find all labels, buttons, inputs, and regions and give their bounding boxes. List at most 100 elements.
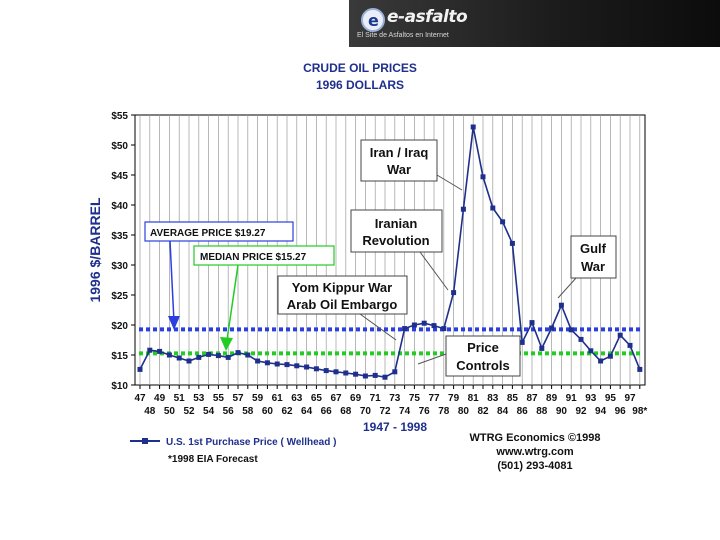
y-tick-label: $10 — [111, 381, 128, 392]
x-tick-label: 63 — [291, 393, 303, 404]
x-tick-label: 83 — [487, 393, 499, 404]
x-tick-label: 55 — [213, 393, 225, 404]
price-data-point — [382, 374, 388, 380]
x-tick-label: 68 — [340, 406, 352, 417]
x-tick-label: 57 — [232, 393, 244, 404]
x-tick-label: 70 — [360, 406, 372, 417]
logo-tagline: El Site de Asfaltos en Internet — [357, 32, 449, 39]
price-data-point — [519, 339, 525, 345]
x-tick-label: 81 — [468, 393, 480, 404]
x-tick-label: 80 — [458, 406, 470, 417]
x-tick-label: 58 — [242, 406, 254, 417]
forecast-footnote: *1998 EIA Forecast — [168, 454, 258, 465]
price-data-point — [392, 369, 398, 375]
x-tick-label: 79 — [448, 393, 460, 404]
price-data-point — [470, 124, 476, 130]
y-axis-label: 1996 $/BARREL — [87, 197, 103, 302]
price-series-line — [139, 126, 641, 379]
site-logo-banner[interactable]: e e-asfalto El Site de Asfaltos en Inter… — [349, 0, 720, 47]
price-data-point — [343, 370, 349, 376]
x-tick-label: 96 — [615, 406, 627, 417]
y-tick-label: $45 — [111, 171, 128, 182]
x-tick-label: 92 — [575, 406, 587, 417]
y-tick-label: $55 — [111, 111, 128, 122]
x-tick-label: 64 — [301, 406, 313, 417]
price-data-point — [284, 362, 290, 368]
average-price-label: AVERAGE PRICE $19.27 — [150, 228, 266, 239]
chart-title: CRUDE OIL PRICES — [303, 61, 417, 75]
price-data-point — [362, 373, 368, 379]
x-tick-label: 82 — [477, 406, 489, 417]
price-data-point — [509, 240, 515, 246]
price-data-point — [627, 342, 633, 348]
chart-legend: U.S. 1st Purchase Price ( Wellhead ) *19… — [130, 437, 336, 465]
price-data-point — [568, 327, 574, 333]
x-tick-label: 65 — [311, 393, 323, 404]
y-tick-label: $30 — [111, 261, 128, 272]
price-data-point — [607, 353, 613, 359]
price-data-point — [549, 325, 555, 331]
price-data-point — [186, 358, 192, 364]
price-data-point — [637, 366, 643, 372]
x-tick-label: 77 — [428, 393, 440, 404]
price-data-point — [333, 369, 339, 375]
x-tick-label: 62 — [281, 406, 293, 417]
x-tick-label: 69 — [350, 393, 362, 404]
svg-text:Controls: Controls — [456, 358, 509, 373]
svg-text:Iran / Iraq: Iran / Iraq — [370, 145, 429, 160]
price-data-point — [274, 361, 280, 367]
legend-series-label: U.S. 1st Purchase Price ( Wellhead ) — [166, 437, 336, 448]
price-data-point — [176, 355, 182, 361]
credit-line-3: (501) 293-4081 — [497, 460, 572, 472]
y-tick-label: $20 — [111, 321, 128, 332]
x-tick-label: 48 — [144, 406, 156, 417]
average-price-callout: AVERAGE PRICE $19.27 — [144, 221, 294, 330]
x-tick-label: 97 — [624, 393, 636, 404]
price-data-point — [431, 323, 437, 329]
price-data-point — [578, 336, 584, 342]
x-tick-label: 47 — [134, 393, 146, 404]
svg-text:Yom Kippur War: Yom Kippur War — [292, 280, 392, 295]
price-data-point — [323, 368, 329, 374]
x-tick-label: 93 — [585, 393, 597, 404]
price-data-point — [480, 174, 486, 180]
median-price-callout: MEDIAN PRICE $15.27 — [193, 245, 335, 351]
price-data-point — [313, 366, 319, 372]
logo-wordmark: e-asfalto — [387, 7, 468, 27]
price-data-point — [539, 345, 545, 351]
x-tick-label: 94 — [595, 406, 607, 417]
price-data-point — [490, 205, 496, 211]
price-data-point — [500, 219, 506, 225]
svg-text:Iranian: Iranian — [375, 216, 418, 231]
x-tick-label: 86 — [517, 406, 529, 417]
x-tick-label: 95 — [605, 393, 617, 404]
credit-line-1: WTRG Economics ©1998 — [470, 432, 601, 444]
e-globe-icon: e — [361, 8, 385, 32]
median-price-label: MEDIAN PRICE $15.27 — [200, 252, 307, 263]
x-tick-label: 60 — [262, 406, 274, 417]
x-tick-label: 74 — [399, 406, 411, 417]
price-data-point — [157, 348, 163, 354]
price-data-point — [235, 350, 241, 356]
callout-iranian-revolution: Iranian Revolution — [350, 209, 449, 291]
x-tick-label: 75 — [409, 393, 421, 404]
callout-iran-iraq-war: Iran / Iraq War — [360, 139, 463, 191]
price-data-point — [451, 290, 457, 296]
x-tick-label: 90 — [556, 406, 568, 417]
price-data-point — [529, 320, 535, 326]
price-data-point — [421, 320, 427, 326]
x-tick-label: 53 — [193, 393, 205, 404]
y-tick-label: $25 — [111, 291, 128, 302]
x-tick-label: 88 — [536, 406, 548, 417]
price-data-point — [147, 347, 153, 353]
x-tick-label: 76 — [419, 406, 431, 417]
price-data-point — [411, 322, 417, 328]
price-data-point — [353, 371, 359, 377]
y-tick-label: $15 — [111, 351, 128, 362]
svg-text:War: War — [581, 259, 605, 274]
x-tick-label: 59 — [252, 393, 264, 404]
y-tick-label: $35 — [111, 231, 128, 242]
x-tick-label: 56 — [223, 406, 235, 417]
x-tick-label: 67 — [330, 393, 342, 404]
